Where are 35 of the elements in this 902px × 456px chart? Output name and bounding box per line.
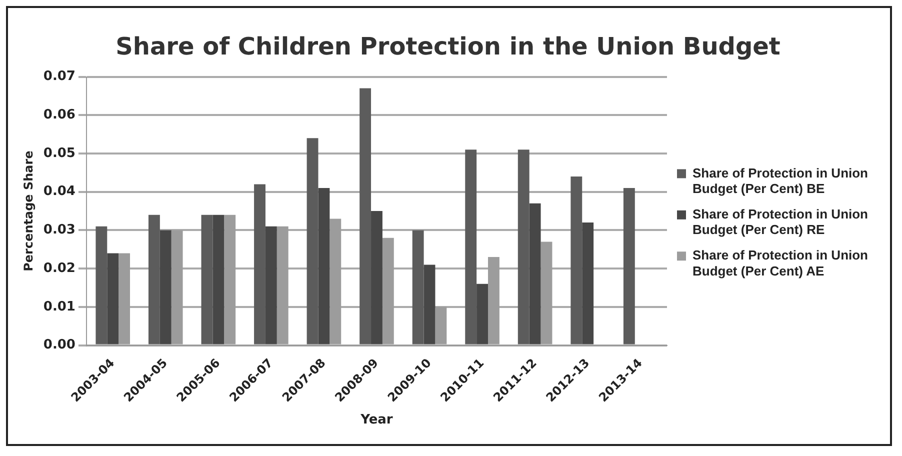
- bar: [518, 150, 530, 344]
- y-tick-label: 0.05: [43, 146, 76, 161]
- legend-label: Share of Protection in Union Budget (Per Cent) RE: [692, 206, 868, 238]
- bar: [107, 253, 119, 344]
- bar: [476, 284, 488, 344]
- bar: [465, 150, 477, 344]
- y-tick-label: 0.03: [43, 222, 76, 238]
- y-axis-title: Percentage Share: [21, 150, 36, 272]
- bar: [160, 230, 172, 344]
- bar: [148, 214, 160, 344]
- y-tick-label: 0.01: [43, 299, 76, 314]
- legend-label: Share of Protection in Union Budget (Per Cent) AE: [692, 248, 868, 278]
- x-axis-title: Year: [360, 412, 394, 428]
- y-tick-label: 0.00: [43, 338, 76, 353]
- y-tick-label: 0.02: [43, 260, 76, 276]
- bar: [212, 214, 224, 344]
- bar: [570, 176, 582, 344]
- bar: [360, 88, 372, 344]
- bar: [254, 184, 266, 344]
- bar: [318, 188, 330, 344]
- bar: [424, 264, 436, 344]
- y-tick-label: 0.07: [43, 69, 76, 84]
- bar: [96, 226, 108, 344]
- bar: [371, 211, 382, 344]
- bar: [623, 188, 635, 344]
- bar: [201, 214, 213, 344]
- y-tick-label: 0.06: [43, 108, 76, 123]
- bar: [582, 222, 594, 344]
- bar: [265, 226, 277, 344]
- chart-title: Share of Children Protection in the Union Budget: [116, 32, 780, 61]
- bar: [412, 230, 424, 344]
- y-tick-label: 0.04: [43, 184, 76, 200]
- bar: [306, 138, 318, 344]
- bar: [529, 203, 541, 344]
- legend-label: Share of Protection in Union Budget (Per Cent) BE: [692, 165, 868, 196]
